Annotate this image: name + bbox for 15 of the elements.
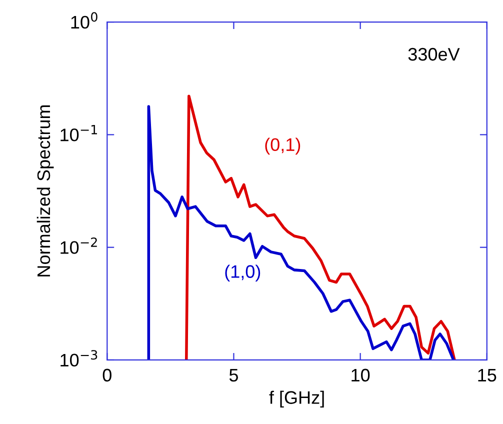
text: (0,1)	[265, 138, 300, 155]
y-tick-label: 10$^{−1}$	[60, 124, 97, 142]
line-series	[184, 94, 456, 360]
y-axis-title: Normalized Spectrum	[36, 105, 54, 276]
series-label: (1,0)	[225, 264, 260, 282]
line-series	[147, 105, 455, 360]
annotation: 330eV	[408, 48, 460, 61]
x-tick-label: 0	[102, 368, 112, 382]
x-tick-label: 10	[352, 368, 370, 382]
y-tick-label: 10$^{0}$	[71, 12, 98, 29]
x-tick-label: 5	[229, 368, 238, 382]
y-tick-label: 10$^{−3}$	[60, 350, 98, 367]
y-tick-label: 10$^{−2}$	[60, 237, 97, 254]
x-tick-label: 15	[478, 368, 496, 382]
x-axis-title: f [GHz]	[269, 390, 324, 408]
